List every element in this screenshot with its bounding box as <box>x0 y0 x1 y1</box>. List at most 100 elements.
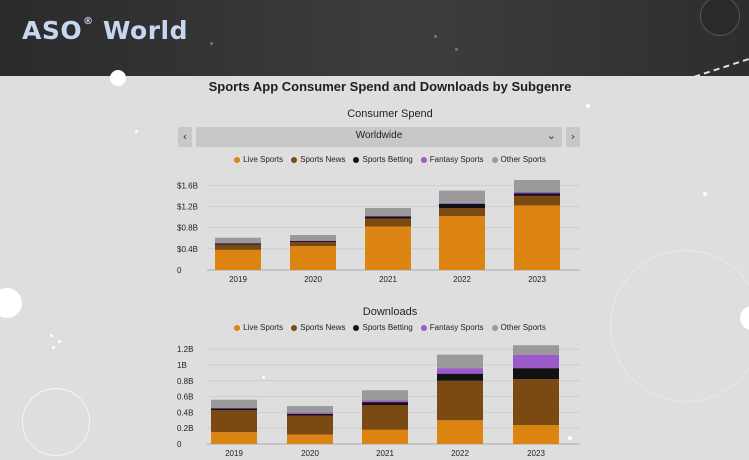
spend-bar-live-sports <box>215 249 261 270</box>
decor-dot <box>50 334 53 337</box>
decor-dot <box>135 130 138 133</box>
downloads-bar-fantasy-sports <box>287 412 333 414</box>
spend-bar-fantasy-sports <box>514 191 560 194</box>
spend-x-tick-label: 2021 <box>379 275 397 284</box>
decor-ring <box>610 250 749 402</box>
downloads-bar-live-sports <box>287 434 333 444</box>
region-select[interactable]: Worldwide ⌄ <box>196 127 562 147</box>
legend-swatch <box>291 156 298 163</box>
decor-dot <box>568 436 572 440</box>
downloads-y-tick-label: 0 <box>177 440 182 449</box>
legend-item-sports-betting[interactable]: Sports Betting <box>353 155 413 164</box>
legend-swatch <box>234 156 241 163</box>
spend-bar-other-sports <box>365 208 411 216</box>
legend-swatch <box>491 156 498 163</box>
spend-bar-fantasy-sports <box>439 202 485 204</box>
spend-bar-other-sports <box>215 237 261 243</box>
page-title: Sports App Consumer Spend and Downloads … <box>208 79 572 94</box>
aso-world-logo[interactable]: ASO® World <box>22 16 188 45</box>
legend-item-sports-news[interactable]: Sports News <box>291 323 345 332</box>
legend-item-other-sports[interactable]: Other Sports <box>491 155 546 164</box>
legend-label: Other Sports <box>500 155 546 164</box>
downloads-x-tick-label: 2023 <box>527 449 545 458</box>
legend-item-sports-news[interactable]: Sports News <box>291 155 345 164</box>
downloads-bar-fantasy-sports <box>513 354 559 369</box>
next-region-button[interactable]: › <box>566 127 580 147</box>
legend-label: Sports News <box>300 155 346 164</box>
decor-dot <box>210 42 213 45</box>
spend-y-tick-label: $1.6B <box>177 181 198 190</box>
spend-bar-fantasy-sports <box>290 240 336 241</box>
legend-label: Sports Betting <box>362 155 413 164</box>
spend-x-tick-label: 2023 <box>528 275 546 284</box>
legend-item-other-sports[interactable]: Other Sports <box>491 323 546 332</box>
downloads-bar-sports-news <box>437 380 483 421</box>
spend-bar-sports-betting <box>215 243 261 245</box>
downloads-bar-sports-betting <box>287 413 333 416</box>
downloads-bar-fantasy-sports <box>437 368 483 374</box>
downloads-bar-other-sports <box>513 345 559 355</box>
spend-bar-sports-news <box>215 244 261 250</box>
decor-dot <box>434 35 437 38</box>
chevron-down-icon: ⌄ <box>546 129 556 142</box>
downloads-legend: Live Sports Sports News Sports Betting F… <box>150 323 630 332</box>
spend-bar-fantasy-sports <box>215 243 261 244</box>
spend-bar-other-sports <box>514 180 560 192</box>
legend-item-live-sports[interactable]: Live Sports <box>234 155 283 164</box>
downloads-bar-sports-news <box>362 405 408 430</box>
decor-dot <box>703 192 707 196</box>
prev-region-button[interactable]: ‹ <box>178 127 192 147</box>
downloads-bar-fantasy-sports <box>362 400 408 403</box>
logo-registered-mark: ® <box>83 16 94 27</box>
spend-y-tick-label: 0 <box>177 266 182 275</box>
downloads-bar-other-sports <box>437 354 483 369</box>
legend-swatch <box>420 324 427 331</box>
downloads-y-tick-label: 0.6B <box>177 393 193 402</box>
spend-bar-live-sports <box>514 205 560 270</box>
logo-text-2: World <box>102 16 188 45</box>
legend-swatch <box>420 156 427 163</box>
downloads-y-tick-label: 0.8B <box>177 377 193 386</box>
legend-item-sports-betting[interactable]: Sports Betting <box>353 323 413 332</box>
decor-ring <box>700 0 740 36</box>
decor-dot <box>455 48 458 51</box>
downloads-x-tick-label: 2022 <box>451 449 469 458</box>
spend-bar-sports-betting <box>365 216 411 219</box>
spend-bar-sports-betting <box>514 193 560 196</box>
decor-bubble <box>0 288 22 318</box>
downloads-bar-sports-betting <box>362 402 408 406</box>
downloads-bar-live-sports <box>513 425 559 444</box>
spend-bar-sports-news <box>439 208 485 216</box>
decor-ring <box>22 388 90 456</box>
legend-item-fantasy-sports[interactable]: Fantasy Sports <box>420 155 484 164</box>
legend-swatch <box>353 324 360 331</box>
downloads-bar-sports-news <box>211 410 257 433</box>
legend-item-fantasy-sports[interactable]: Fantasy Sports <box>420 323 484 332</box>
legend-label: Fantasy Sports <box>429 155 484 164</box>
legend-label: Live Sports <box>243 323 284 332</box>
spend-bar-sports-betting <box>439 203 485 209</box>
legend-label: Sports Betting <box>362 323 413 332</box>
spend-bar-sports-news <box>514 195 560 206</box>
spend-bar-other-sports <box>439 190 485 203</box>
downloads-bar-sports-betting <box>211 408 257 411</box>
spend-y-tick-label: $0.4B <box>177 245 198 254</box>
downloads-x-tick-label: 2021 <box>376 449 394 458</box>
legend-swatch <box>491 324 498 331</box>
legend-label: Fantasy Sports <box>429 323 484 332</box>
spend-y-tick-label: $0.8B <box>177 224 198 233</box>
spend-bar-fantasy-sports <box>365 216 411 217</box>
spend-chart-title: Consumer Spend <box>347 108 433 120</box>
downloads-bar-live-sports <box>362 429 408 444</box>
legend-item-live-sports[interactable]: Live Sports <box>234 323 283 332</box>
decor-dot <box>586 104 590 108</box>
spend-bar-other-sports <box>290 235 336 241</box>
downloads-y-tick-label: 1B <box>177 361 187 370</box>
legend-swatch <box>353 156 360 163</box>
decor-dot <box>52 346 55 349</box>
spend-bar-live-sports <box>290 246 336 270</box>
legend-swatch <box>234 324 241 331</box>
legend-label: Other Sports <box>500 323 546 332</box>
decor-dot <box>262 376 265 379</box>
